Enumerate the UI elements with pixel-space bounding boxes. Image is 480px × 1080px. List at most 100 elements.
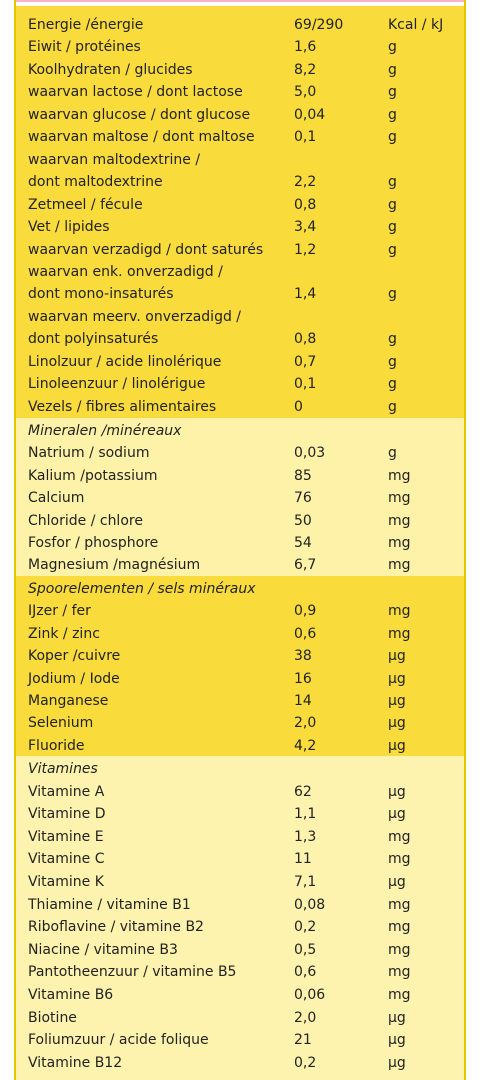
nutrient-name: Vitamine K	[28, 874, 104, 890]
nutrient-value: 0,7	[294, 353, 317, 370]
nutrient-value: 14	[294, 693, 312, 709]
nutrient-name: Selenium	[28, 715, 94, 732]
nutrient-value: 69/290	[294, 17, 344, 33]
nutrient-value: 0,8	[294, 196, 317, 213]
section-vitamins: Vitamines Vitamine A 62 µg Vitamine D 1,1 µg Vi…	[16, 756, 464, 1080]
nutrient-value: 54	[294, 535, 312, 551]
section-heading-label: Vitamines	[28, 761, 98, 777]
nutrient-value: 5,0	[294, 84, 317, 101]
nutrient-name: waarvan meerv. onverzadigd /	[28, 308, 242, 325]
nutrient-name: Energie /énergie	[28, 17, 144, 33]
nutrient-value: 0,8	[294, 331, 317, 348]
nutrient-unit: mg	[388, 467, 411, 484]
nutrient-value: 38	[294, 648, 312, 665]
nutrient-name: Manganese	[28, 693, 109, 709]
nutrient-unit: mg	[388, 919, 411, 936]
nutrient-value: 0,2	[294, 919, 317, 936]
nutrient-unit: µg	[388, 1009, 406, 1026]
nutrient-unit: g	[388, 241, 397, 258]
nutrient-unit: g	[388, 84, 397, 101]
nutrient-unit: µg	[388, 693, 406, 709]
nutrient-name: Koper /cuivre	[28, 648, 121, 665]
section-trace-elements: Spoorelementen / sels minéraux IJzer / fe…	[16, 576, 464, 756]
nutrient-value: 11	[294, 851, 312, 868]
top-border	[16, 0, 464, 2]
nutrition-table: Energie /énergie 69/290 Kcal / kJ Eiwit / p…	[14, 0, 466, 1080]
nutrient-value: 2,0	[294, 1009, 317, 1026]
nutrient-name: Linolzuur / acide linolérique	[28, 353, 222, 370]
nutrient-unit: µg	[388, 648, 406, 665]
nutrient-unit: Kcal / kJ	[388, 17, 444, 33]
nutrient-value: 0,1	[294, 376, 317, 393]
nutrient-unit: mg	[388, 512, 411, 529]
nutrient-unit: µg	[388, 715, 406, 732]
nutrient-unit: g	[388, 61, 397, 78]
nutrient-unit: g	[388, 353, 397, 370]
nutrient-name: Kalium /potassium	[28, 467, 158, 484]
nutrient-value: 0,6	[294, 964, 317, 981]
nutrient-unit: mg	[388, 603, 411, 620]
nutrient-value: 0,04	[294, 106, 326, 123]
nutrient-unit: mg	[388, 941, 411, 958]
nutrient-unit: g	[388, 39, 397, 56]
nutrient-name: Vitamine E	[28, 828, 104, 845]
nutrient-name: Zetmeel / fécule	[28, 196, 143, 213]
nutrient-value: 0,2	[294, 1054, 317, 1071]
nutrient-unit: g	[388, 106, 397, 123]
nutrient-value: 0,6	[294, 625, 317, 642]
nutrient-unit: µg	[388, 670, 406, 687]
nutrient-name: waarvan maltodextrine /	[28, 151, 201, 168]
nutrient-name: Vet / lipides	[28, 219, 110, 236]
section-heading-label: Mineralen /minéreaux	[28, 423, 182, 439]
nutrient-value: 0,08	[294, 896, 326, 913]
nutrient-value: 2,0	[294, 715, 317, 732]
nutrient-name: Magnesium /magnésium	[28, 557, 201, 574]
nutrient-name: dont polyinsaturés	[28, 331, 159, 348]
nutrient-value: 50	[294, 512, 312, 529]
nutrient-unit: g	[388, 196, 397, 213]
nutrient-unit: mg	[388, 964, 411, 981]
nutrient-unit: g	[388, 445, 397, 462]
nutrient-unit: mg	[388, 987, 411, 1003]
nutrient-unit: µg	[388, 1032, 406, 1049]
nutrient-name: Calcium	[28, 490, 85, 507]
nutrient-unit: µg	[388, 783, 406, 800]
nutrient-unit: mg	[388, 851, 411, 868]
nutrient-unit: µg	[388, 874, 406, 890]
nutrient-name: Fluoride	[28, 737, 85, 754]
nutrient-value: 7,1	[294, 874, 317, 890]
nutrient-unit: g	[388, 376, 397, 393]
nutrient-name: Zink / zinc	[28, 625, 100, 642]
nutrient-name: waarvan lactose / dont lactose	[28, 84, 243, 101]
nutrient-value: 1,3	[294, 828, 317, 845]
nutrient-name: Eiwit / protéines	[28, 39, 141, 56]
nutrient-unit: g	[388, 331, 397, 348]
nutrient-unit: µg	[388, 1054, 406, 1071]
nutrient-value: 3,4	[294, 219, 317, 236]
nutrient-unit: mg	[388, 557, 411, 574]
nutrient-name: waarvan maltose / dont maltose	[28, 129, 255, 146]
nutrient-name: IJzer / fer	[28, 603, 91, 620]
nutrient-unit: mg	[388, 535, 411, 551]
nutrient-value: 0,03	[294, 445, 326, 462]
nutrient-name: Natrium / sodium	[28, 445, 150, 462]
nutrient-value: 85	[294, 467, 312, 484]
nutrient-name: Koolhydraten / glucides	[28, 61, 193, 78]
nutrient-value: 6,7	[294, 557, 317, 574]
nutrient-value: 0,06	[294, 987, 326, 1003]
nutrient-name: Vezels / fibres alimentaires	[28, 398, 217, 415]
nutrient-unit: µg	[388, 737, 406, 754]
nutrient-unit: g	[388, 398, 397, 415]
nutrient-name: Niacine / vitamine B3	[28, 941, 178, 958]
nutrient-name: Vitamine D	[28, 806, 106, 823]
nutrient-name: dont maltodextrine	[28, 174, 163, 191]
nutrient-name: Pantotheenzuur / vitamine B5	[28, 964, 237, 981]
nutrient-unit: µg	[388, 806, 406, 823]
nutrient-unit: g	[388, 286, 397, 303]
nutrient-value: 16	[294, 670, 312, 687]
section-minerals: Mineralen /minéreaux Natrium / sodium 0,03…	[16, 418, 464, 576]
nutrient-value: 1,6	[294, 39, 317, 56]
nutrient-value: 62	[294, 783, 312, 800]
nutrient-value: 2,2	[294, 174, 317, 191]
nutrient-unit: mg	[388, 625, 411, 642]
